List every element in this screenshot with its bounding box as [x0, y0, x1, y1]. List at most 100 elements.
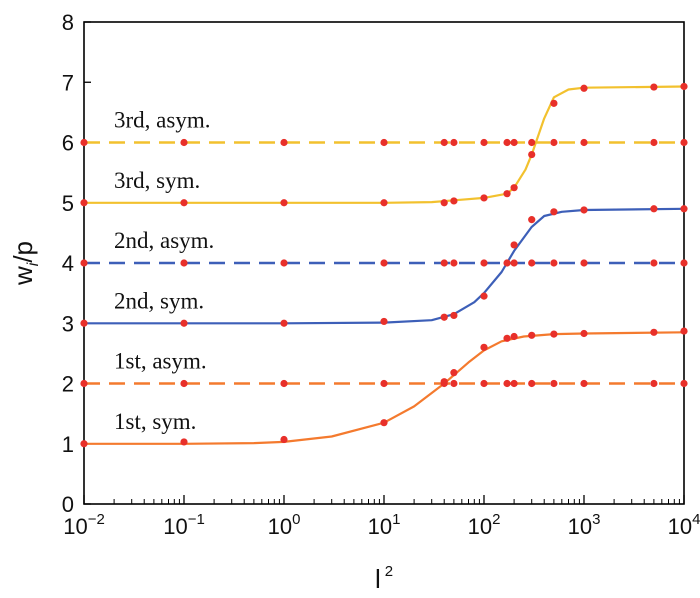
- series-label-1: 1st, asym.: [114, 349, 207, 374]
- data-point: [528, 138, 536, 147]
- data-point: [650, 205, 658, 213]
- y-tick-label: 0: [62, 492, 74, 517]
- data-point: [503, 259, 511, 267]
- data-point: [550, 379, 558, 388]
- x-axis-label-sup: 2: [385, 563, 393, 580]
- y-tick-label: 5: [62, 191, 74, 216]
- data-point: [503, 138, 511, 147]
- data-point: [440, 259, 448, 267]
- x-tick-label: 101: [368, 511, 401, 539]
- data-point: [280, 138, 288, 147]
- data-point: [503, 334, 511, 342]
- data-point: [550, 138, 558, 147]
- data-point: [480, 379, 488, 388]
- data-point: [480, 292, 488, 300]
- data-point: [180, 138, 188, 147]
- data-point: [380, 259, 388, 267]
- y-tick-label: 7: [62, 70, 74, 95]
- data-point: [450, 311, 458, 320]
- data-point: [650, 328, 658, 336]
- series-labels: 1st, sym. 1st, asym. 2nd, sym. 2nd, asym. 3r…: [114, 108, 214, 434]
- data-point: [480, 343, 488, 351]
- series-line-2: [84, 207, 685, 325]
- data-point: [180, 379, 188, 388]
- data-point: [528, 331, 536, 339]
- data-point: [80, 440, 88, 448]
- data-point: [550, 330, 558, 338]
- axes: 0 1 2 3 4 5 6 7 8 10−2 10−1 100 101 102 103 104: [62, 10, 700, 539]
- data-point: [503, 190, 511, 198]
- data-point: [650, 379, 658, 388]
- data-point: [680, 82, 688, 91]
- data-point: [550, 208, 558, 216]
- y-tick-label: 6: [62, 131, 74, 156]
- data-point: [528, 259, 536, 267]
- x-tick-label: 100: [268, 511, 301, 539]
- data-point: [503, 379, 511, 388]
- data-point: [550, 99, 558, 107]
- data-point: [680, 138, 688, 147]
- data-point: [280, 435, 288, 444]
- data-point: [580, 329, 588, 338]
- data-point: [380, 379, 388, 388]
- data-point: [650, 259, 658, 267]
- data-point: [550, 259, 558, 267]
- series-label-2: 2nd, sym.: [114, 288, 204, 313]
- data-point: [440, 199, 448, 207]
- data-point: [510, 184, 518, 192]
- data-point: [580, 138, 588, 147]
- y-axis-label-suffix: /p: [8, 241, 38, 263]
- data-point: [528, 379, 536, 388]
- data-point: [80, 259, 88, 267]
- data-points: [80, 82, 688, 448]
- data-point: [280, 319, 288, 327]
- data-point: [440, 379, 448, 388]
- series-label-4: 3rd, sym.: [114, 168, 200, 193]
- y-tick-label: 8: [62, 10, 74, 35]
- data-point: [80, 138, 88, 147]
- y-tick-label: 2: [62, 372, 74, 397]
- data-point: [680, 259, 688, 267]
- data-point: [380, 317, 388, 326]
- data-point: [480, 259, 488, 267]
- y-tick-label: 4: [62, 251, 74, 276]
- data-point: [650, 138, 658, 147]
- data-point: [380, 138, 388, 147]
- data-point: [510, 138, 518, 147]
- data-point: [440, 313, 448, 321]
- data-point: [580, 206, 588, 214]
- series-label-5: 3rd, asym.: [114, 108, 210, 133]
- data-point: [180, 319, 188, 327]
- data-point: [180, 438, 188, 446]
- y-tick-label: 1: [62, 432, 74, 457]
- series-label-0: 1st, sym.: [114, 409, 196, 434]
- data-point: [680, 327, 688, 335]
- data-point: [510, 241, 518, 249]
- y-axis-label: wi/p: [8, 241, 42, 286]
- series-label-3: 2nd, asym.: [114, 228, 214, 253]
- data-point: [80, 199, 88, 207]
- data-point: [80, 379, 88, 388]
- data-point: [380, 199, 388, 207]
- data-point: [680, 205, 688, 213]
- data-point: [380, 419, 388, 427]
- y-axis-label-sub: i: [25, 262, 42, 266]
- data-point: [650, 83, 658, 91]
- x-tick-label: 102: [468, 511, 501, 539]
- data-point: [180, 259, 188, 267]
- data-point: [680, 379, 688, 388]
- data-point: [528, 216, 536, 224]
- x-tick-label: 10−1: [163, 511, 205, 539]
- y-tick-label: 3: [62, 311, 74, 336]
- data-point: [480, 194, 488, 202]
- data-point: [450, 138, 458, 147]
- data-point: [580, 84, 588, 92]
- data-point: [528, 150, 536, 159]
- data-point: [280, 379, 288, 388]
- data-point: [450, 379, 458, 388]
- data-point: [450, 369, 458, 377]
- data-point: [510, 259, 518, 267]
- x-tick-label: 103: [568, 511, 601, 539]
